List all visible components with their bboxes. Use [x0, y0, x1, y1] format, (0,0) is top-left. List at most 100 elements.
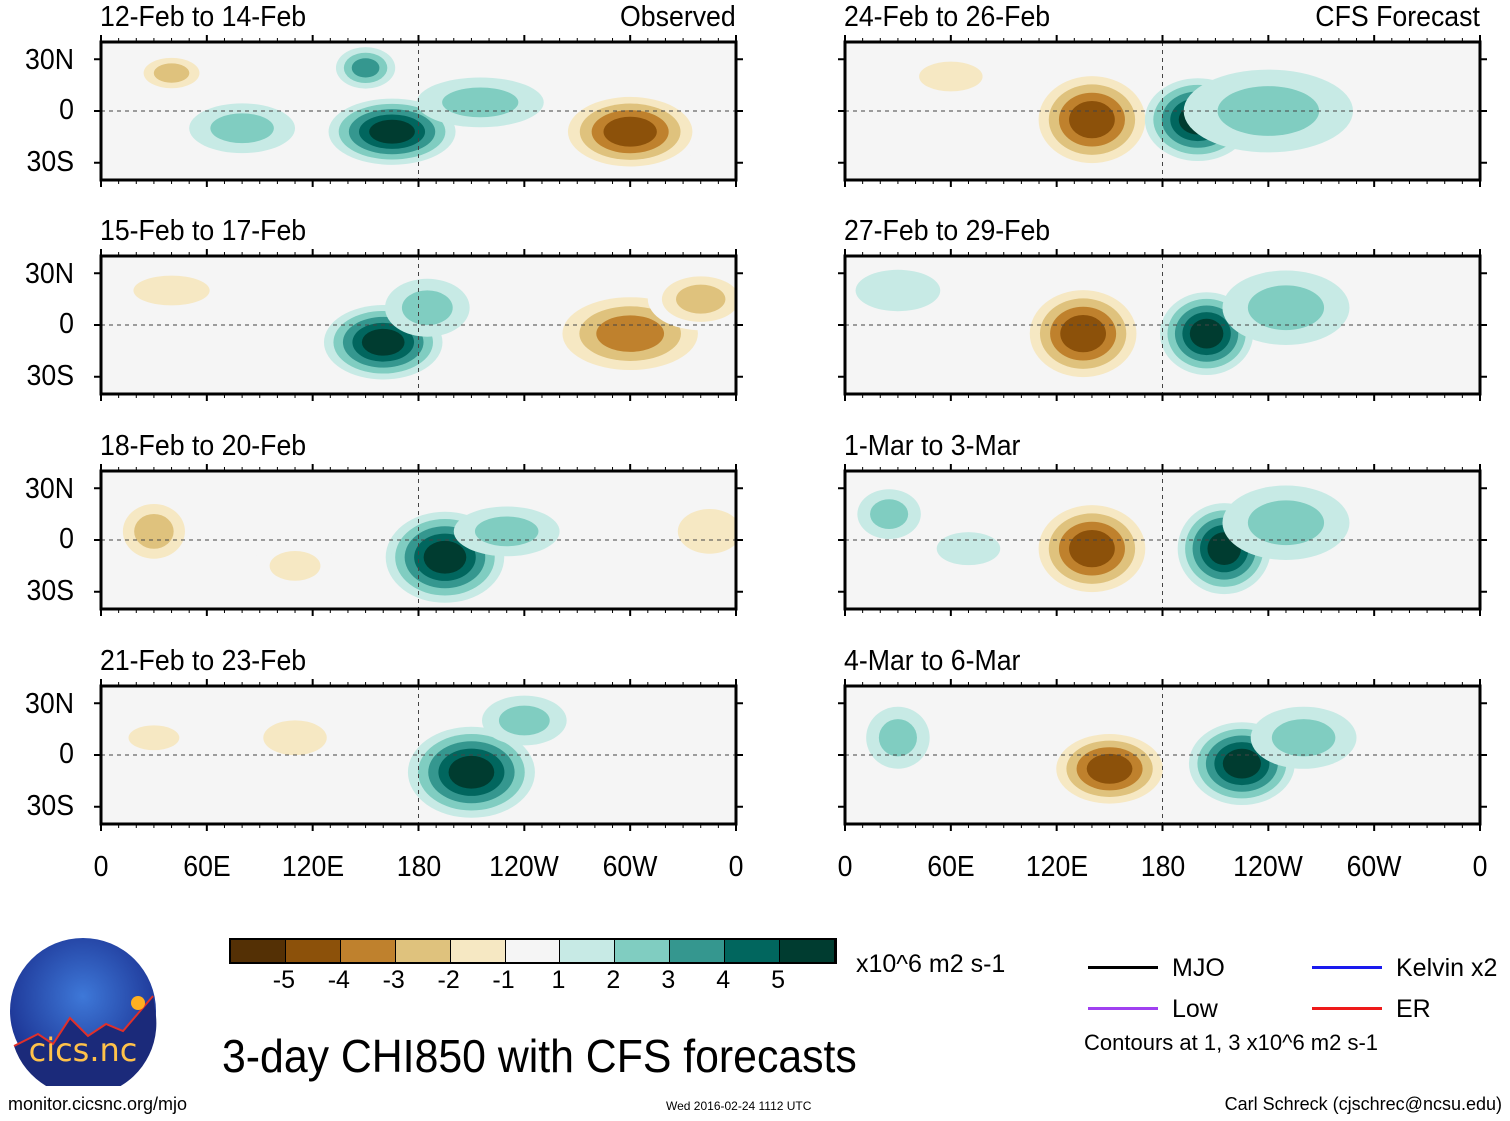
main-title: 3-day CHI850 with CFS forecasts — [222, 1030, 857, 1082]
colorbar-swatch — [395, 940, 451, 962]
y-tick-label: 30N — [25, 473, 74, 505]
y-tick-label: 30N — [25, 258, 74, 290]
panel-title: 15-Feb to 17-Feb — [100, 215, 307, 247]
panel-title: 27-Feb to 29-Feb — [844, 215, 1051, 247]
map-panel — [838, 679, 1487, 831]
y-tick-label: 0 — [59, 738, 74, 770]
colorbar-label: 3 — [661, 966, 676, 994]
map-panel — [94, 679, 743, 831]
negative-anomaly-shading — [1060, 314, 1106, 353]
colorbar-label: -1 — [492, 966, 515, 994]
y-tick-label: 30S — [26, 360, 75, 392]
y-tick-label: 30S — [26, 146, 75, 178]
colorbar-swatch — [780, 940, 835, 962]
colorbar-swatch — [450, 940, 506, 962]
negative-anomaly-shading — [128, 725, 180, 751]
positive-anomaly-shading — [1189, 318, 1224, 349]
colorbar-swatch — [725, 940, 781, 962]
colorbar-label: -5 — [272, 966, 296, 994]
colorbar-swatch — [670, 940, 726, 962]
map-panel — [94, 249, 743, 401]
legend-line-swatch — [1312, 966, 1382, 969]
positive-anomaly-shading — [361, 328, 405, 356]
negative-anomaly-shading — [269, 550, 321, 581]
x-tick-label: 0 — [728, 851, 744, 883]
positive-anomaly-shading — [878, 719, 917, 757]
colorbar-label: 4 — [716, 966, 731, 994]
x-tick-label: 120E — [281, 851, 344, 883]
x-tick-label: 0 — [93, 851, 109, 883]
cics-logo: cics.nc — [8, 936, 158, 1097]
x-tick-label: 120E — [1025, 851, 1088, 883]
y-tick-label: 0 — [59, 94, 74, 126]
legend-label: MJO — [1172, 954, 1225, 982]
x-tick-label: 120W — [1233, 851, 1304, 883]
panel-title: 4-Mar to 6-Mar — [844, 645, 1021, 677]
negative-anomaly-shading — [133, 275, 210, 306]
legend-line-swatch — [1088, 966, 1158, 969]
positive-anomaly-shading — [1247, 285, 1325, 331]
legend-label: ER — [1396, 995, 1431, 1023]
colorbar-label: -2 — [437, 966, 460, 994]
colorbar-swatch — [285, 940, 341, 962]
y-tick-label: 30N — [25, 44, 74, 76]
y-tick-label: 0 — [59, 308, 74, 340]
colorbar-swatch — [615, 940, 671, 962]
x-tick-label: 60E — [927, 851, 975, 883]
y-tick-label: 30S — [26, 790, 75, 822]
negative-anomaly-shading — [677, 509, 736, 554]
positive-anomaly-shading — [448, 755, 495, 789]
positive-anomaly-shading — [423, 540, 467, 574]
colorbar-labels: -5 -4 -3 -2 -1 1 2 3 4 5 — [229, 964, 833, 994]
x-tick-label: 0 — [837, 851, 853, 883]
map-panel — [94, 35, 743, 187]
legend-line-swatch — [1088, 1007, 1158, 1010]
colorbar-swatch — [505, 940, 561, 962]
x-tick-label: 60W — [602, 851, 658, 883]
map-panel — [94, 464, 743, 616]
negative-anomaly-shading — [1069, 100, 1115, 139]
colorbar: -5 -4 -3 -2 -1 1 2 3 4 5 — [229, 938, 837, 994]
colorbar-units: x10^6 m2 s-1 — [856, 950, 1006, 978]
x-tick-label: 180 — [396, 851, 441, 883]
negative-anomaly-shading — [919, 61, 983, 92]
positive-anomaly-shading — [210, 113, 274, 144]
positive-anomaly-shading — [401, 290, 453, 326]
positive-anomaly-shading — [1271, 719, 1336, 757]
negative-anomaly-shading — [263, 720, 327, 756]
negative-anomaly-shading — [603, 116, 657, 147]
x-tick-label: 60E — [183, 851, 231, 883]
map-panel — [838, 249, 1487, 401]
positive-anomaly-shading — [1217, 86, 1320, 136]
contour-note: Contours at 1, 3 x10^6 m2 s-1 — [1084, 1030, 1379, 1055]
footer-author: Carl Schreck (cjschrec@ncsu.edu) — [1224, 1094, 1502, 1114]
positive-anomaly-shading — [442, 87, 519, 118]
x-tick-label: 120W — [489, 851, 560, 883]
colorbar-boxes — [229, 938, 837, 964]
y-tick-label: 30N — [25, 688, 74, 720]
legend-label: Low — [1172, 995, 1218, 1023]
colorbar-label: 1 — [551, 966, 566, 994]
positive-anomaly-shading — [474, 516, 539, 547]
footer-url[interactable]: monitor.cicsnc.org/mjo — [8, 1094, 188, 1114]
x-tick-label: 0 — [1472, 851, 1488, 883]
legend-label: Kelvin x2 — [1396, 954, 1498, 982]
colorbar-swatch — [560, 940, 616, 962]
positive-anomaly-shading — [498, 705, 550, 736]
colorbar-swatch — [340, 940, 396, 962]
positive-anomaly-shading — [936, 532, 1001, 566]
map-panel — [838, 35, 1487, 187]
panel-title: 1-Mar to 3-Mar — [844, 430, 1021, 462]
panel-title: 18-Feb to 20-Feb — [100, 430, 307, 462]
colorbar-label: -3 — [382, 966, 405, 994]
x-tick-label: 60W — [1346, 851, 1402, 883]
footer-timestamp: Wed 2016-02-24 1112 UTC — [666, 1099, 812, 1113]
logo-text: cics.nc — [29, 1031, 138, 1069]
colorbar-label: 2 — [606, 966, 621, 994]
positive-anomaly-shading — [1222, 748, 1261, 779]
negative-anomaly-shading — [1086, 753, 1133, 784]
positive-anomaly-shading — [870, 499, 909, 530]
negative-anomaly-shading — [1069, 529, 1115, 568]
panel-title: 21-Feb to 23-Feb — [100, 645, 307, 677]
y-tick-label: 30S — [26, 575, 75, 607]
